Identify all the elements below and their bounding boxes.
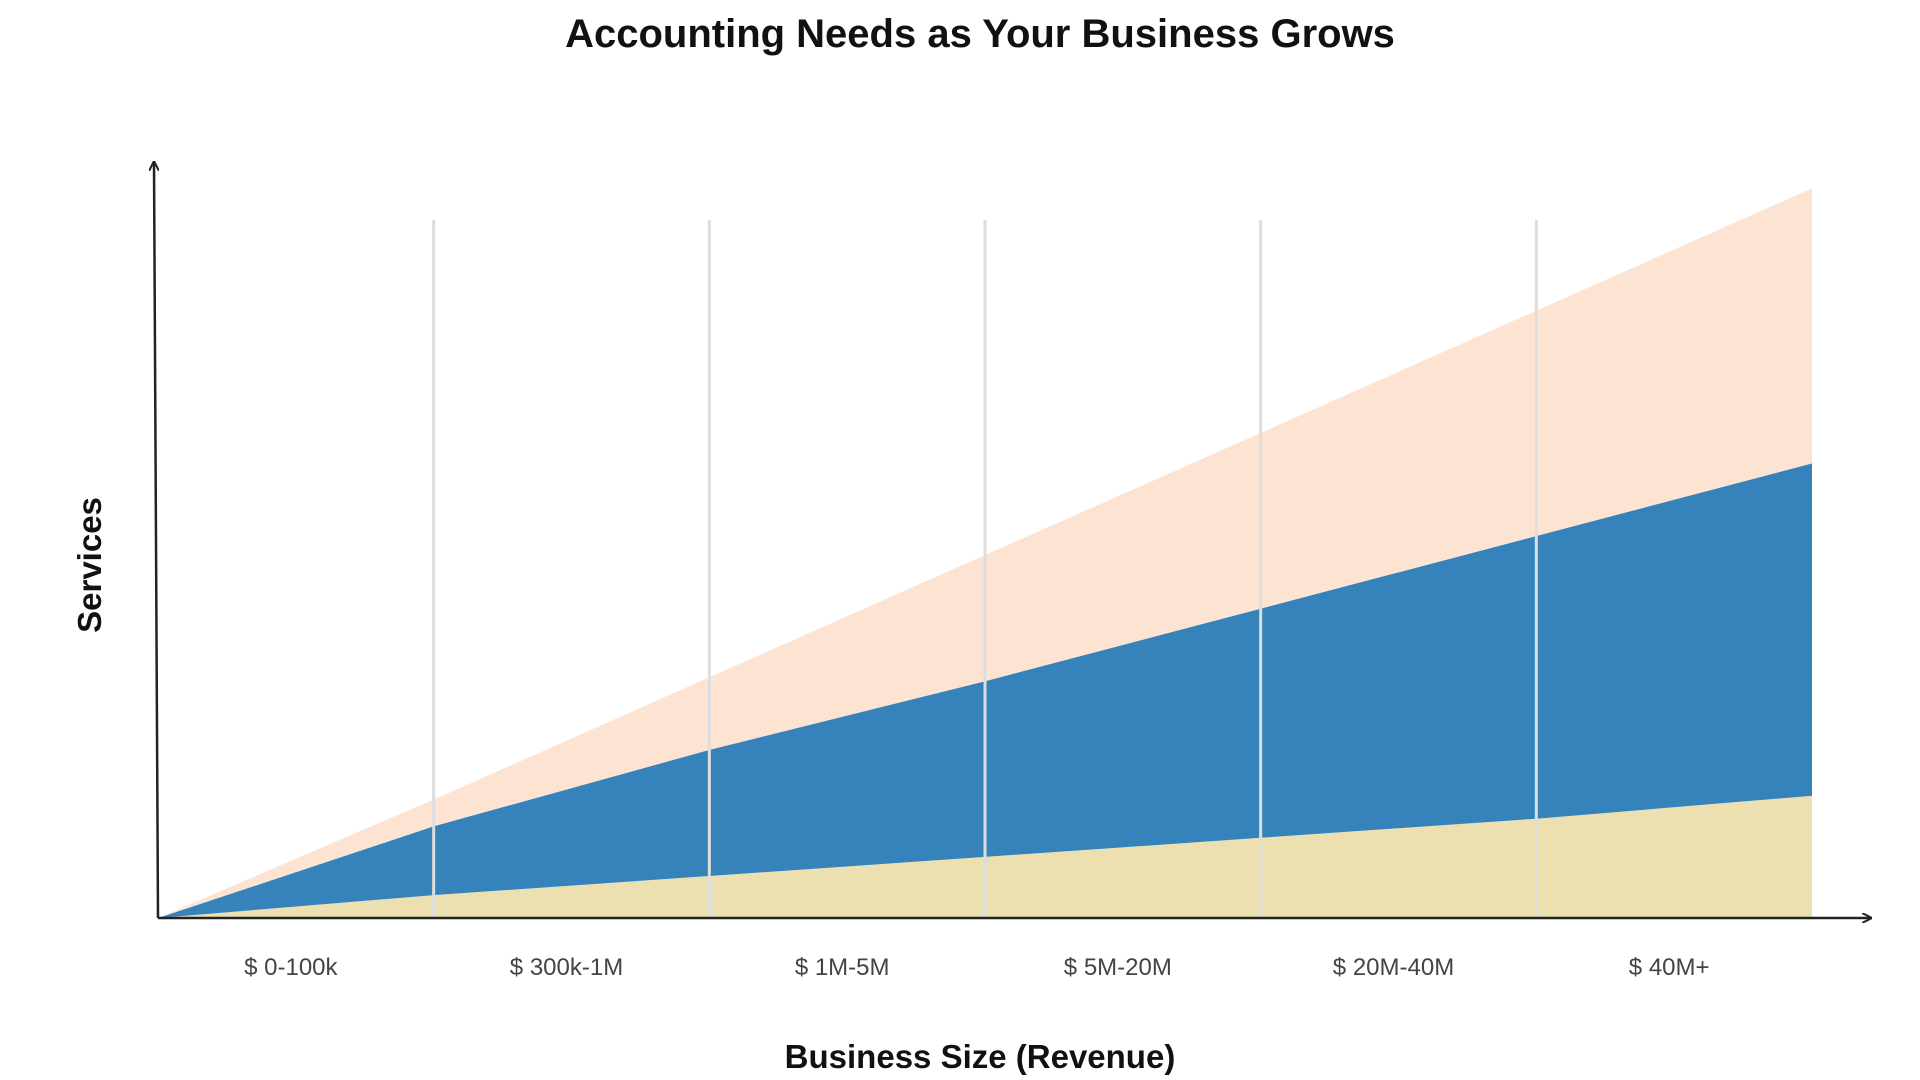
x-tick-label: $ 5M-20M [1064,954,1172,981]
x-tick-label: $ 40M+ [1629,954,1710,981]
chart-title: Accounting Needs as Your Business Grows [565,12,1395,56]
x-tick-label: $ 20M-40M [1333,954,1454,981]
gridlines [432,220,1538,918]
x-tick-label: $ 0-100k [244,954,338,981]
x-tick-label: $ 1M-5M [795,954,890,981]
axes [154,163,1870,918]
x-tick-labels: $ 0-100k $ 300k-1M $ 1M-5M $ 5M-20M $ 20M-40… [244,954,1709,981]
y-axis-line [154,163,160,919]
x-axis-title: Business Size (Revenue) [785,1038,1176,1075]
x-tick-label: $ 300k-1M [510,954,623,981]
y-axis-title: Services [71,497,108,633]
